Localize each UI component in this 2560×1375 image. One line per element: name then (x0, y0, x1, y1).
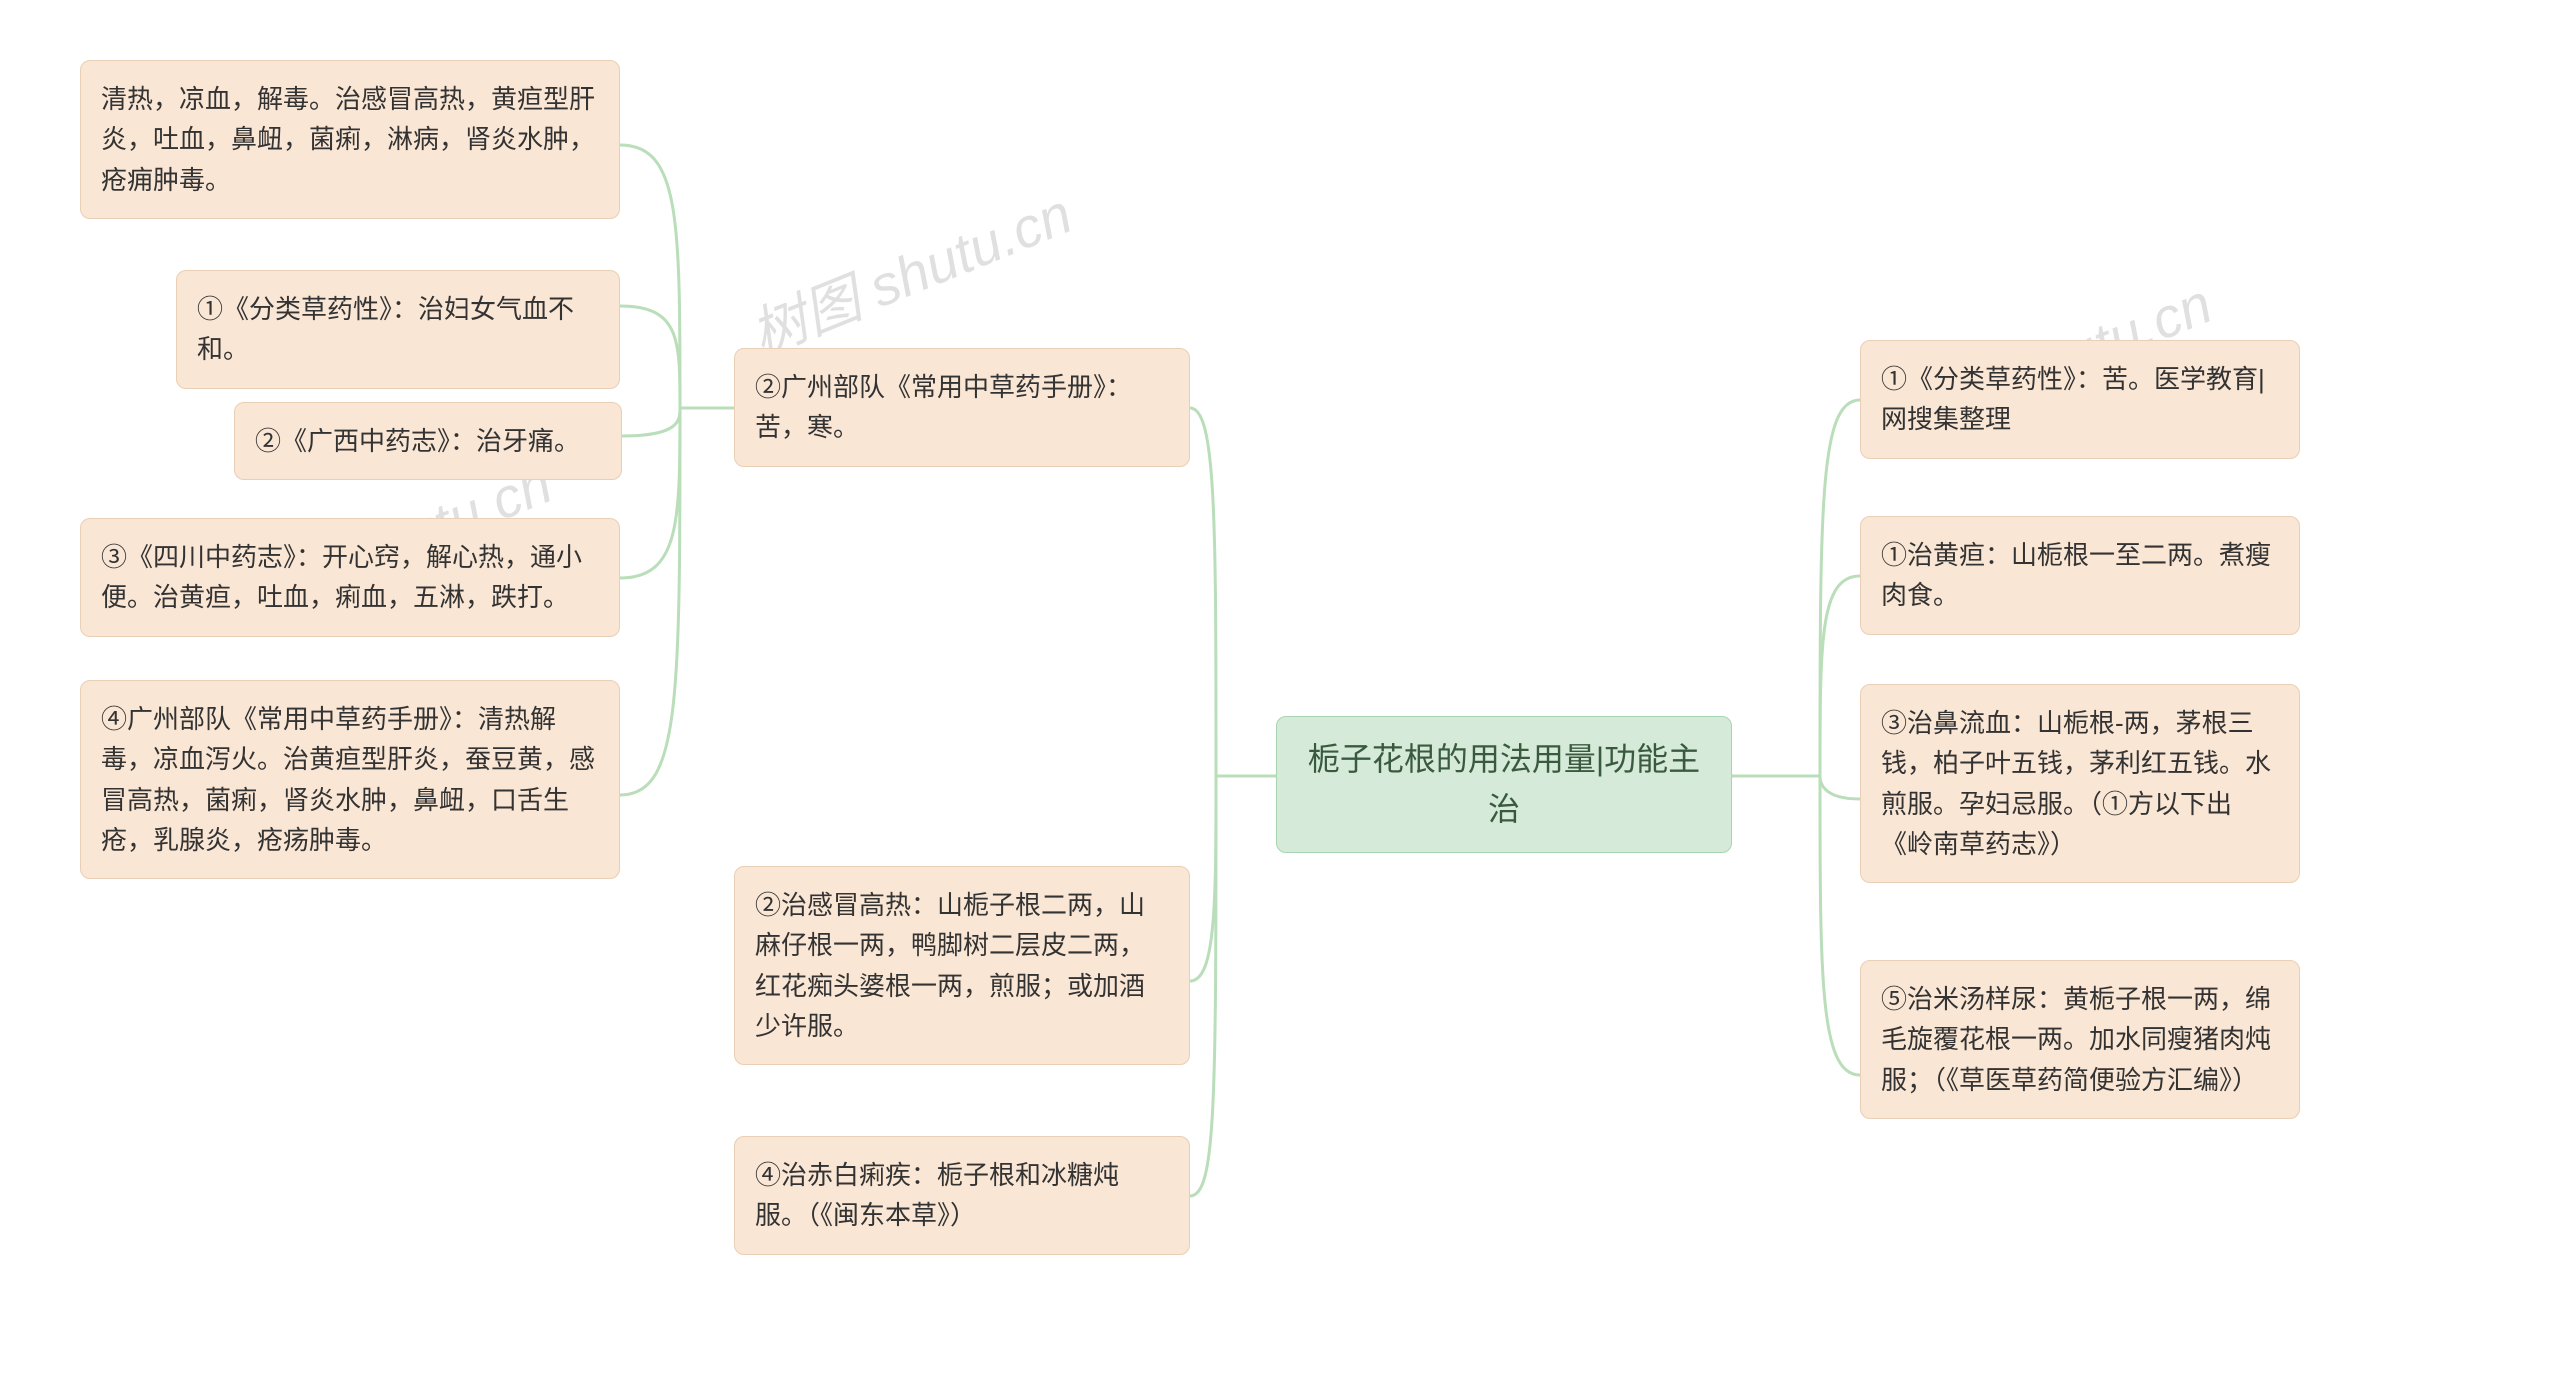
node-text: ②《广西中药志》：治牙痛。 (255, 426, 580, 456)
branch-left-l2-a: 清热，凉血，解毒。治感冒高热，黄疸型肝炎，吐血，鼻衄，菌痢，淋病，肾炎水肿，疮痈… (80, 60, 620, 219)
node-text: 清热，凉血，解毒。治感冒高热，黄疸型肝炎，吐血，鼻衄，菌痢，淋病，肾炎水肿，疮痈… (101, 84, 595, 195)
node-text: ①《分类草药性》：治妇女气血不和。 (197, 294, 574, 364)
node-text: ②广州部队《常用中草药手册》：苦，寒。 (755, 372, 1132, 442)
branch-left-l1-a: ②广州部队《常用中草药手册》：苦，寒。 (734, 348, 1190, 467)
branch-left-l2-d: ③《四川中药志》：开心窍，解心热，通小便。治黄疸，吐血，痢血，五淋，跌打。 (80, 518, 620, 637)
branch-left-l2-c: ②《广西中药志》：治牙痛。 (234, 402, 622, 480)
branch-left-l1-c: ④治赤白痢疾：栀子根和冰糖炖服。（《闽东本草》） (734, 1136, 1190, 1255)
branch-left-l2-e: ④广州部队《常用中草药手册》：清热解毒，凉血泻火。治黄疸型肝炎，蚕豆黄，感冒高热… (80, 680, 620, 879)
node-text: ③《四川中药志》：开心窍，解心热，通小便。治黄疸，吐血，痢血，五淋，跌打。 (101, 542, 582, 612)
node-text: ⑤治米汤样尿：黄栀子根一两，绵毛旋覆花根一两。加水同瘦猪肉炖服；（《草医草药简便… (1881, 984, 2271, 1095)
center-text: 栀子花根的用法用量|功能主治 (1308, 741, 1700, 827)
branch-left-l2-b: ①《分类草药性》：治妇女气血不和。 (176, 270, 620, 389)
branch-right-a: ①《分类草药性》：苦。医学教育|网搜集整理 (1860, 340, 2300, 459)
mindmap-center: 栀子花根的用法用量|功能主治 (1276, 716, 1732, 853)
node-text: ④治赤白痢疾：栀子根和冰糖炖服。（《闽东本草》） (755, 1160, 1119, 1230)
node-text: ①治黄疸：山栀根一至二两。煮瘦肉食。 (1881, 540, 2271, 610)
node-text: ③治鼻流血：山栀根-两，茅根三钱，柏子叶五钱，茅利红五钱。水煎服。孕妇忌服。（①… (1881, 708, 2271, 859)
branch-left-l1-b: ②治感冒高热：山栀子根二两，山麻仔根一两，鸭脚树二层皮二两，红花痴头婆根一两，煎… (734, 866, 1190, 1065)
node-text: ④广州部队《常用中草药手册》：清热解毒，凉血泻火。治黄疸型肝炎，蚕豆黄，感冒高热… (101, 704, 595, 855)
branch-right-c: ③治鼻流血：山栀根-两，茅根三钱，柏子叶五钱，茅利红五钱。水煎服。孕妇忌服。（①… (1860, 684, 2300, 883)
branch-right-d: ⑤治米汤样尿：黄栀子根一两，绵毛旋覆花根一两。加水同瘦猪肉炖服；（《草医草药简便… (1860, 960, 2300, 1119)
branch-right-b: ①治黄疸：山栀根一至二两。煮瘦肉食。 (1860, 516, 2300, 635)
node-text: ①《分类草药性》：苦。医学教育|网搜集整理 (1881, 364, 2265, 434)
watermark: 树图 shutu.cn (737, 169, 1082, 371)
node-text: ②治感冒高热：山栀子根二两，山麻仔根一两，鸭脚树二层皮二两，红花痴头婆根一两，煎… (755, 890, 1145, 1041)
